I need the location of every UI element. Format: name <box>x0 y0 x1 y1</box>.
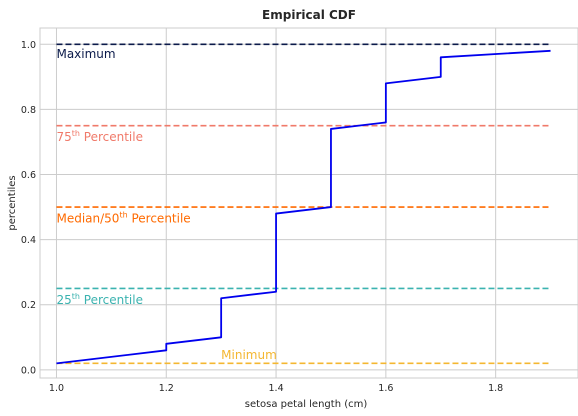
y-tick-label: 0.0 <box>21 365 36 376</box>
series-layer <box>56 49 551 365</box>
ecdf-line <box>56 49 551 365</box>
y-axis-label: percentiles <box>7 175 18 230</box>
plot-frame <box>39 27 578 379</box>
x-axis-label: setosa petal length (cm) <box>245 399 368 410</box>
grid <box>40 28 578 378</box>
y-tick-label: 1.0 <box>21 40 36 51</box>
x-tick-label: 1.4 <box>269 383 284 394</box>
annotations: Maximum 75th Percentile Median/50th Percen… <box>56 47 276 362</box>
y-tick-label: 0.8 <box>21 105 36 116</box>
y-tick-label: 0.6 <box>21 170 36 181</box>
chart-title: Empirical CDF <box>262 8 356 22</box>
reference-line-label: Minimum <box>221 348 277 362</box>
x-tick-label: 1.2 <box>159 383 174 394</box>
x-tick-label: 1.0 <box>49 383 64 394</box>
x-tick-label: 1.6 <box>378 383 393 394</box>
y-tick-labels: 0.0 0.2 0.4 0.6 0.8 1.0 <box>21 40 36 377</box>
reference-lines <box>56 43 551 365</box>
reference-line-label: 25th Percentile <box>56 292 143 307</box>
reference-line-label: 75th Percentile <box>56 129 143 144</box>
y-tick-label: 0.2 <box>21 300 36 311</box>
reference-line-label: Maximum <box>56 47 115 61</box>
x-tick-labels: 1.0 1.2 1.4 1.6 1.8 <box>49 383 503 394</box>
x-tick-label: 1.8 <box>488 383 503 394</box>
reference-line-label: Median/50th Percentile <box>56 210 190 225</box>
y-tick-label: 0.4 <box>21 235 36 246</box>
